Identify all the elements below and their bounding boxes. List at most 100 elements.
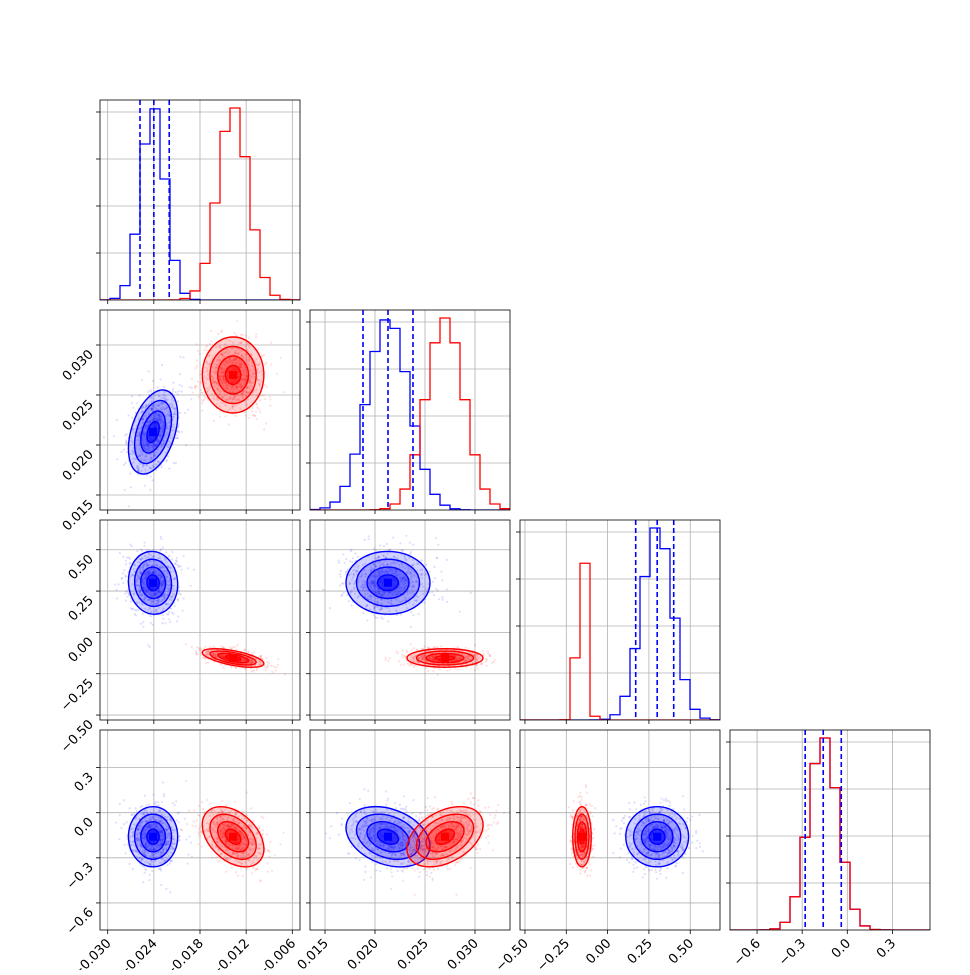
scatter-point (160, 538, 162, 540)
scatter-point (233, 332, 235, 334)
scatter-point (135, 614, 137, 616)
scatter-point (187, 567, 189, 569)
scatter-point (446, 559, 448, 561)
scatter-point (124, 489, 126, 491)
scatter-point (157, 386, 159, 388)
scatter-point (280, 357, 282, 359)
scatter-point (235, 667, 237, 669)
scatter-point (270, 342, 272, 344)
scatter-point (252, 670, 254, 672)
scatter-point (367, 538, 369, 540)
scatter-point (373, 548, 375, 550)
panel-3-0 (96, 730, 300, 934)
scatter-point (134, 609, 136, 611)
scatter-point (204, 646, 206, 648)
scatter-point (190, 585, 192, 587)
scatter-point (399, 542, 401, 544)
scatter-point (425, 564, 427, 566)
scatter-point (197, 350, 199, 352)
scatter-point (254, 415, 256, 417)
scatter-point (131, 545, 133, 547)
scatter-point (172, 388, 174, 390)
scatter-point (222, 667, 224, 669)
scatter-point (425, 667, 427, 669)
scatter-point (175, 800, 177, 802)
density-peak (229, 371, 237, 379)
panel-content-1-1 (310, 310, 510, 510)
scatter-point (433, 594, 435, 596)
panel-1-1 (306, 310, 510, 514)
scatter-point (200, 382, 202, 384)
scatter-point (269, 396, 271, 398)
scatter-point (132, 407, 134, 409)
scatter-point (221, 329, 223, 331)
scatter-point (168, 618, 170, 620)
scatter-point (340, 570, 342, 572)
scatter-point (410, 649, 412, 651)
scatter-point (376, 617, 378, 619)
scatter-point (196, 365, 198, 367)
scatter-point (123, 569, 125, 571)
scatter-point (362, 612, 364, 614)
scatter-point (162, 618, 164, 620)
scatter-point (206, 349, 208, 351)
scatter-point (147, 644, 149, 646)
scatter-point (474, 669, 476, 671)
scatter-point (142, 613, 144, 615)
scatter-point (122, 556, 124, 558)
scatter-point (441, 579, 443, 581)
scatter-point (392, 537, 394, 539)
scatter-point (123, 823, 125, 825)
scatter-point (176, 620, 178, 622)
scatter-point (426, 646, 428, 648)
scatter-point (477, 667, 479, 669)
scatter-point (397, 652, 399, 654)
scatter-point (349, 560, 351, 562)
scatter-point (173, 613, 175, 615)
scatter-point (277, 664, 279, 666)
scatter-point (148, 804, 150, 806)
scatter-point (243, 411, 245, 413)
scatter-point (244, 649, 246, 651)
scatter-point (136, 402, 138, 404)
scatter-point (179, 384, 181, 386)
scatter-point (159, 550, 161, 552)
scatter-point (116, 589, 118, 591)
scatter-point (237, 644, 239, 646)
scatter-point (265, 669, 267, 671)
scatter-point (261, 394, 263, 396)
scatter-point (259, 411, 261, 413)
scatter-point (449, 668, 451, 670)
scatter-point (413, 647, 415, 649)
scatter-point (220, 645, 222, 647)
scatter-point (141, 865, 143, 867)
scatter-point (144, 542, 146, 544)
scatter-point (141, 550, 143, 552)
scatter-point (256, 404, 258, 406)
scatter-point (412, 614, 414, 616)
scatter-point (409, 542, 411, 544)
scatter-point (374, 616, 376, 618)
scatter-point (160, 536, 162, 538)
scatter-point (178, 592, 180, 594)
scatter-point (354, 552, 356, 554)
grid-1-0 (100, 310, 300, 510)
scatter-point (180, 391, 182, 393)
scatter-point (147, 391, 149, 393)
scatter-point (203, 395, 205, 397)
scatter-point (162, 614, 164, 616)
scatter-point (398, 660, 400, 662)
scatter-point (337, 560, 339, 562)
scatter-point (131, 395, 133, 397)
scatter-point (190, 842, 192, 844)
scatter-point (183, 356, 185, 358)
scatter-point (440, 645, 442, 647)
scatter-point (396, 614, 398, 616)
scatter-point (447, 670, 449, 672)
scatter-point (162, 546, 164, 548)
scatter-point (433, 566, 435, 568)
grid-2-1 (310, 520, 510, 720)
scatter-point (228, 423, 230, 425)
scatter-point (408, 664, 410, 666)
